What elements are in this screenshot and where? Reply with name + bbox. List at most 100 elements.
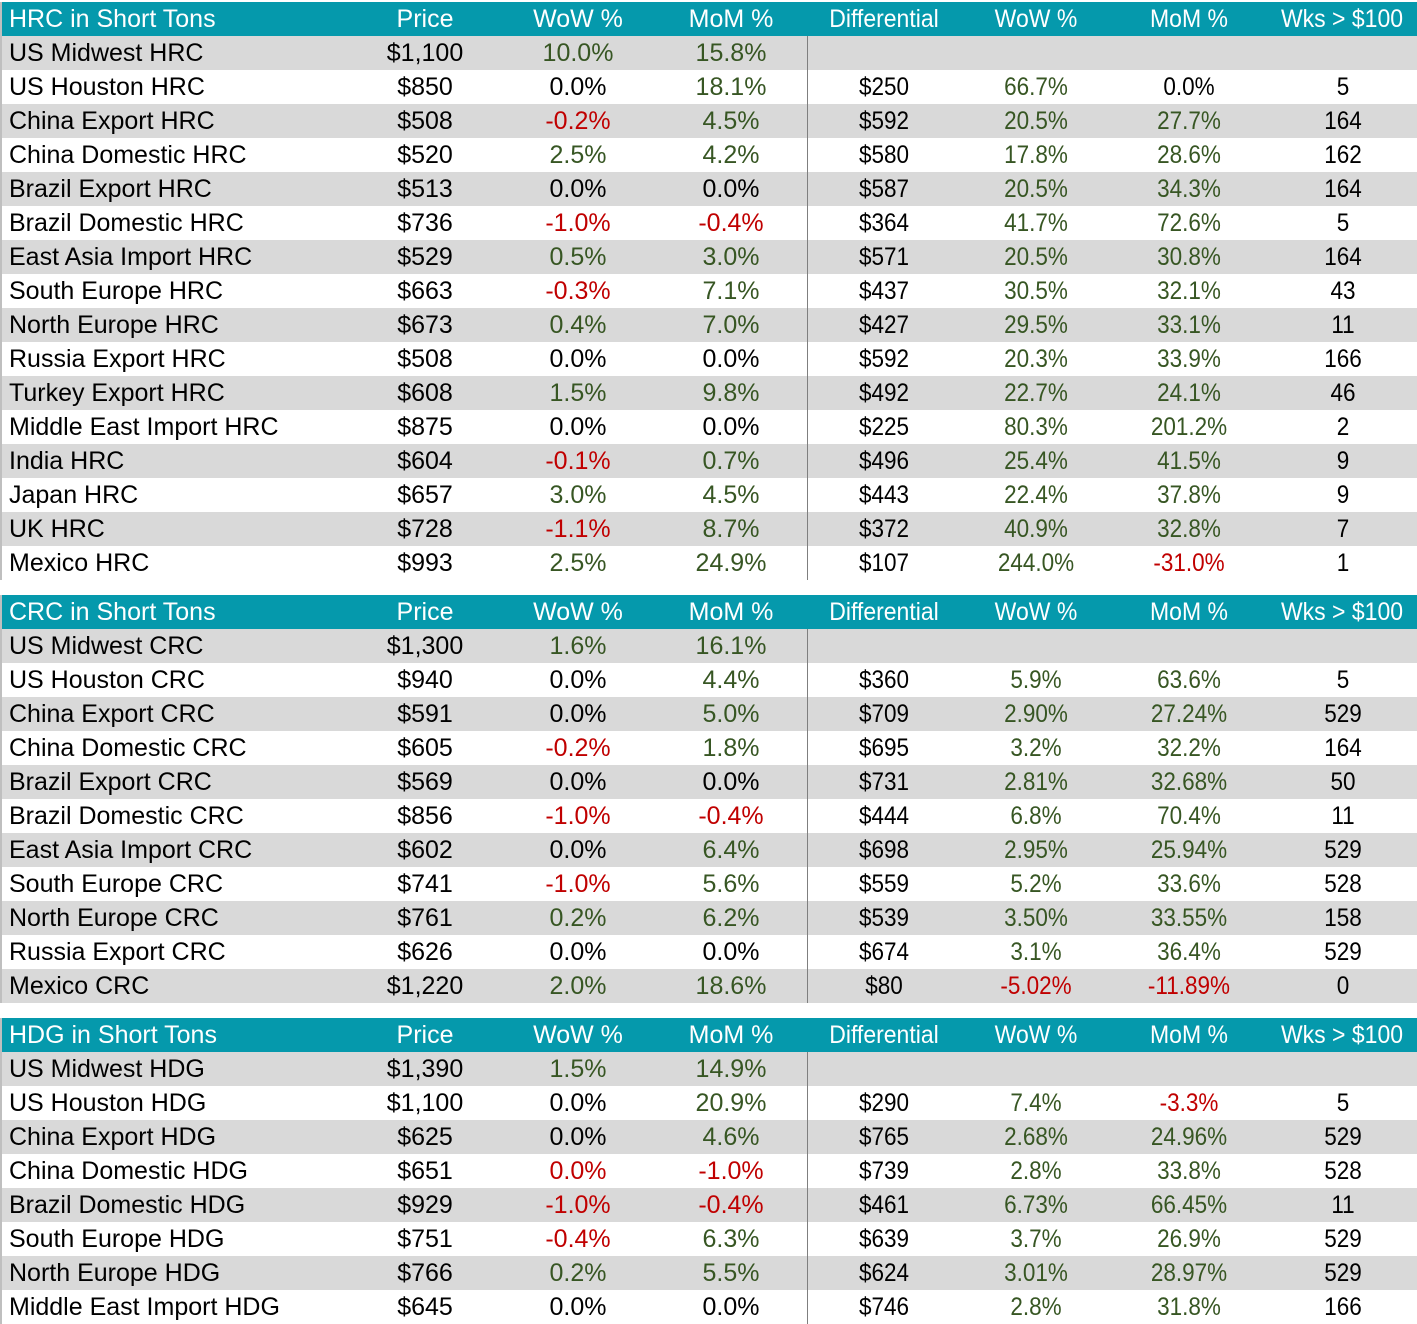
differential-mom-cell: 24.96% [1150,1123,1228,1151]
differential-wow-cell: 2.81% [1004,768,1068,796]
table-row: South Europe HDG $751 -0.4% 6.3% $639 3.7% 26.… [0,1222,1417,1256]
wow-cell: -1.0% [545,870,611,898]
table-row: UK HRC $728 -1.1% 8.7% $372 40.9% 32.8% 7 [0,512,1417,546]
differential-mom-cell: 72.6% [1157,209,1221,237]
wow-cell: 2.5% [549,549,607,577]
mom-cell: 0.0% [702,175,760,203]
table-row: North Europe HDG $766 0.2% 5.5% $624 3.01% 28.… [0,1256,1417,1290]
row-label: Brazil Domestic HDG [9,1191,246,1219]
weeks-over-100-cell: 2 [1336,413,1350,441]
wow-cell: 0.0% [549,345,607,373]
col-header-diff-wow: WoW % [994,598,1078,626]
differential-cell: $624 [858,1259,910,1287]
table-row: Brazil Domestic CRC $856 -1.0% -0.4% $444 6.8… [0,799,1417,833]
differential-cell: $496 [858,447,910,475]
wow-cell: 3.0% [549,481,607,509]
row-label: East Asia Import CRC [9,836,253,864]
wow-cell: -0.4% [545,1225,611,1253]
col-header-diff-mom: MoM % [1150,5,1228,33]
wow-cell: 0.0% [549,73,607,101]
differential-cell: $571 [858,243,910,271]
differential-wow-cell: 6.73% [1004,1191,1068,1219]
differential-mom-cell: 27.24% [1150,700,1228,728]
weeks-over-100-cell: 11 [1331,802,1355,830]
differential-cell: $746 [858,1293,910,1321]
row-label: US Midwest CRC [9,632,204,660]
differential-cell: $443 [858,481,910,509]
weeks-over-100-cell: 529 [1324,1259,1362,1287]
row-label: Mexico CRC [9,972,150,1000]
weeks-over-100-cell: 166 [1324,345,1362,373]
price-cell: $1,100 [386,39,464,67]
weeks-over-100-cell: 7 [1336,515,1350,543]
mom-cell: 1.8% [702,734,760,762]
differential-cell: $695 [858,734,910,762]
table-row: India HRC $604 -0.1% 0.7% $496 25.4% 41.5% 9 [0,444,1417,478]
differential-mom-cell [1122,1052,1257,1086]
differential-cell: $709 [858,700,910,728]
table-row: East Asia Import CRC $602 0.0% 6.4% $698 2.95… [0,833,1417,867]
price-cell: $766 [397,1259,453,1287]
wow-cell: -1.0% [545,802,611,830]
weeks-over-100-cell: 1 [1336,549,1350,577]
price-cell: $625 [397,1123,453,1151]
differential-mom-cell: -31.0% [1153,549,1225,577]
table-row: China Domestic HDG $651 0.0% -1.0% $739 2.8% 3… [0,1154,1417,1188]
weeks-over-100-cell: 528 [1324,1157,1362,1185]
col-header-price: Price [396,5,454,33]
col-header-price: Price [396,598,454,626]
col-header-mom: MoM % [688,1021,774,1049]
weeks-over-100-cell: 46 [1330,379,1356,407]
mom-cell: 0.0% [702,1293,760,1321]
row-label: Brazil Export CRC [9,768,212,796]
wow-cell: 0.2% [549,904,607,932]
mom-cell: 4.5% [702,481,760,509]
price-cell: $761 [397,904,453,932]
differential-wow-cell: 244.0% [997,549,1075,577]
wow-cell: 0.0% [549,1293,607,1321]
price-cell: $1,300 [386,632,464,660]
mom-cell: -0.4% [698,209,764,237]
weeks-over-100-cell: 43 [1330,277,1356,305]
col-header-differential: Differential [829,1021,939,1049]
differential-cell [817,629,952,663]
column-divider [807,36,808,580]
wow-cell: -1.0% [545,209,611,237]
weeks-over-100-cell: 5 [1336,73,1350,101]
row-label: Middle East Import HDG [9,1293,280,1321]
row-label: North Europe CRC [9,904,219,932]
mom-cell: 6.2% [702,904,760,932]
wow-cell: 2.0% [549,972,607,1000]
differential-cell: $674 [858,938,910,966]
mom-cell: 8.7% [702,515,760,543]
differential-wow-cell: 20.5% [1004,175,1068,203]
differential-cell: $80 [865,972,903,1000]
mom-cell: -0.4% [698,1191,764,1219]
differential-wow-cell: 5.9% [1010,666,1062,694]
differential-cell: $250 [858,73,910,101]
differential-wow-cell [969,629,1104,663]
mom-cell: 18.1% [695,73,767,101]
table-row: South Europe CRC $741 -1.0% 5.6% $559 5.2% 33.… [0,867,1417,901]
differential-cell: $592 [858,107,910,135]
weeks-over-100-cell: 529 [1324,1123,1362,1151]
mom-cell: 16.1% [695,632,767,660]
wow-cell: 0.0% [549,700,607,728]
price-cell: $663 [397,277,453,305]
differential-wow-cell: 40.9% [1004,515,1068,543]
differential-cell: $580 [858,141,910,169]
mom-cell: -0.4% [698,802,764,830]
weeks-over-100-cell: 0 [1336,972,1350,1000]
mom-cell: 0.0% [702,938,760,966]
differential-cell: $739 [858,1157,910,1185]
mom-cell: 4.6% [702,1123,760,1151]
row-label: US Midwest HRC [9,39,204,67]
column-divider [807,629,808,1003]
differential-mom-cell: 37.8% [1157,481,1221,509]
differential-wow-cell: 80.3% [1004,413,1068,441]
differential-mom-cell: 33.9% [1157,345,1221,373]
row-label: Middle East Import HRC [9,413,279,441]
table-row: US Midwest CRC $1,300 1.6% 16.1% [0,629,1417,663]
table-row: Middle East Import HRC $875 0.0% 0.0% $225 80… [0,410,1417,444]
differential-mom-cell: 27.7% [1157,107,1221,135]
